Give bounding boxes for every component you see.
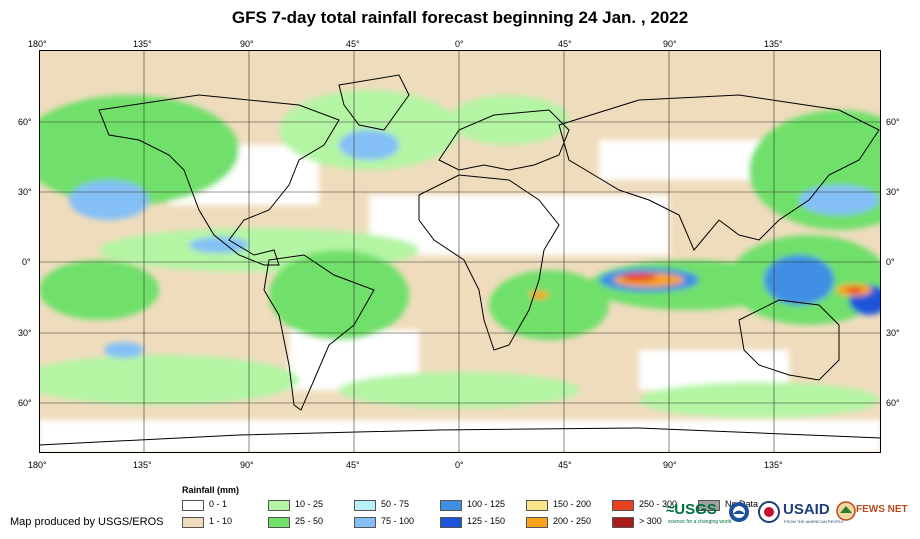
lon-tick-top: 135° — [764, 39, 783, 49]
legend-label: 75 - 100 — [381, 516, 415, 526]
legend-swatch — [698, 500, 720, 511]
lon-tick-bottom: 135° — [133, 460, 152, 470]
legend-label: 50 - 75 — [381, 499, 410, 509]
legend-swatch — [182, 517, 204, 528]
coastlines — [39, 74, 881, 446]
fews-net-logo: FEWS NET — [856, 504, 908, 515]
legend-label: 0 - 1 — [209, 499, 228, 509]
fews-net-icon — [836, 501, 856, 521]
legend-label: 125 - 150 — [467, 516, 506, 526]
lat-tick-right: 30° — [886, 328, 900, 338]
legend-swatch — [612, 500, 634, 511]
usaid-logo: USAID — [783, 501, 830, 518]
lat-tick-left: 60° — [18, 117, 32, 127]
lon-tick-bottom: 45° — [558, 460, 572, 470]
legend-swatch — [354, 500, 376, 511]
legend-swatch — [354, 517, 376, 528]
graticule — [39, 50, 881, 453]
legend-swatch — [182, 500, 204, 511]
map-credit: Map produced by USGS/EROS — [10, 516, 164, 528]
lat-tick-right: 0° — [886, 257, 895, 267]
partner-logos: ≈USGS science for a changing world USAID… — [666, 497, 916, 531]
lon-tick-top: 45° — [346, 39, 360, 49]
legend-swatch — [268, 500, 290, 511]
legend-label: 100 - 125 — [467, 499, 506, 509]
legend-title: Rainfall (mm) — [182, 485, 240, 495]
legend-swatch — [440, 517, 462, 528]
usaid-seal-icon — [758, 501, 780, 523]
lat-tick-left: 0° — [22, 257, 31, 267]
lat-tick-right: 60° — [886, 117, 900, 127]
legend-label: 1 - 10 — [209, 516, 233, 526]
map-title: GFS 7-day total rainfall forecast beginn… — [231, 8, 689, 27]
lat-tick-left: 30° — [18, 187, 32, 197]
lon-tick-bottom: 45° — [346, 460, 360, 470]
lon-tick-top: 90° — [663, 39, 677, 49]
usgs-tagline: science for a changing world — [668, 519, 732, 525]
legend-label: 200 - 250 — [553, 516, 592, 526]
lon-tick-top: 0° — [455, 39, 464, 49]
map-canvas — [39, 50, 881, 453]
legend-swatch — [268, 517, 290, 528]
lon-tick-bottom: 90° — [240, 460, 254, 470]
usgs-logo: ≈USGS — [666, 501, 717, 518]
legend-swatch — [526, 517, 548, 528]
lat-tick-left: 60° — [18, 398, 32, 408]
map-frame — [39, 50, 881, 453]
usaid-tagline: FROM THE AMERICAN PEOPLE — [784, 519, 844, 524]
lat-tick-right: 30° — [886, 187, 900, 197]
legend-label: 25 - 50 — [295, 516, 324, 526]
legend-label: 150 - 200 — [553, 499, 592, 509]
legend-swatch — [612, 517, 634, 528]
lon-tick-bottom: 0° — [455, 460, 464, 470]
lon-tick-top: 135° — [133, 39, 152, 49]
lon-tick-top: 45° — [558, 39, 572, 49]
lon-tick-bottom: 135° — [764, 460, 783, 470]
lat-tick-left: 30° — [18, 328, 32, 338]
lon-tick-top: 90° — [240, 39, 254, 49]
lon-tick-top: 180° — [28, 39, 47, 49]
legend-label: > 300 — [639, 516, 662, 526]
lon-tick-bottom: 90° — [663, 460, 677, 470]
noaa-icon — [729, 502, 749, 522]
lat-tick-right: 60° — [886, 398, 900, 408]
legend-label: 250 - 300 — [639, 499, 678, 509]
legend-label: 10 - 25 — [295, 499, 324, 509]
rainfall-map — [39, 50, 881, 453]
legend-swatch — [440, 500, 462, 511]
legend-swatch — [526, 500, 548, 511]
lon-tick-bottom: 180° — [28, 460, 47, 470]
